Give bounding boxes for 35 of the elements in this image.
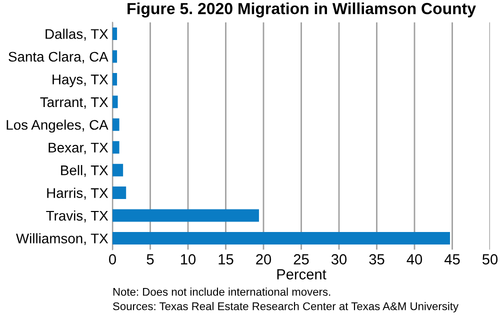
bar bbox=[112, 232, 450, 244]
x-tick-label: 25 bbox=[294, 254, 309, 264]
y-tick-label: Los Angeles, CA bbox=[6, 120, 108, 133]
bar bbox=[112, 164, 124, 176]
y-tick-label: Williamson, TX bbox=[16, 233, 108, 246]
bar bbox=[112, 50, 118, 63]
y-tick-label: Dallas, TX bbox=[46, 28, 108, 41]
x-tick-label: 40 bbox=[406, 254, 422, 264]
y-tick-label: Santa Clara, CA bbox=[8, 51, 108, 64]
source-note: Sources: Texas Real Estate Research Center at Texas A&M University bbox=[113, 302, 459, 312]
bar bbox=[112, 96, 118, 108]
bar bbox=[112, 141, 120, 154]
y-tick-label: Harris, TX bbox=[47, 188, 108, 200]
chart-title: Figure 5. 2020 Migration in Williamson County bbox=[128, 2, 476, 18]
bar bbox=[112, 28, 118, 40]
x-axis-title: Percent bbox=[277, 269, 326, 280]
y-tick-label: Tarrant, TX bbox=[40, 97, 108, 109]
bar bbox=[112, 72, 118, 86]
text: Note: Does not include international movers. bbox=[113, 288, 330, 296]
bar bbox=[112, 186, 126, 200]
y-tick-label: Hays, TX bbox=[52, 74, 108, 88]
y-tick-label: Travis, TX bbox=[46, 210, 108, 222]
x-tick-label: 50 bbox=[482, 254, 498, 264]
y-tick-label: Bexar, TX bbox=[48, 142, 108, 154]
x-tick-label: 0 bbox=[109, 254, 116, 264]
x-tick-label: 35 bbox=[369, 254, 384, 264]
x-tick-label: 30 bbox=[331, 254, 347, 264]
x-tick-label: 45 bbox=[444, 254, 460, 264]
x-tick-label: 10 bbox=[181, 254, 196, 264]
y-tick-label: Bell, TX bbox=[61, 165, 108, 177]
bar bbox=[112, 118, 120, 131]
x-tick-label: 20 bbox=[256, 254, 272, 264]
bar bbox=[112, 209, 259, 222]
x-tick-label: 15 bbox=[218, 254, 234, 264]
x-tick-label: 5 bbox=[146, 254, 154, 264]
